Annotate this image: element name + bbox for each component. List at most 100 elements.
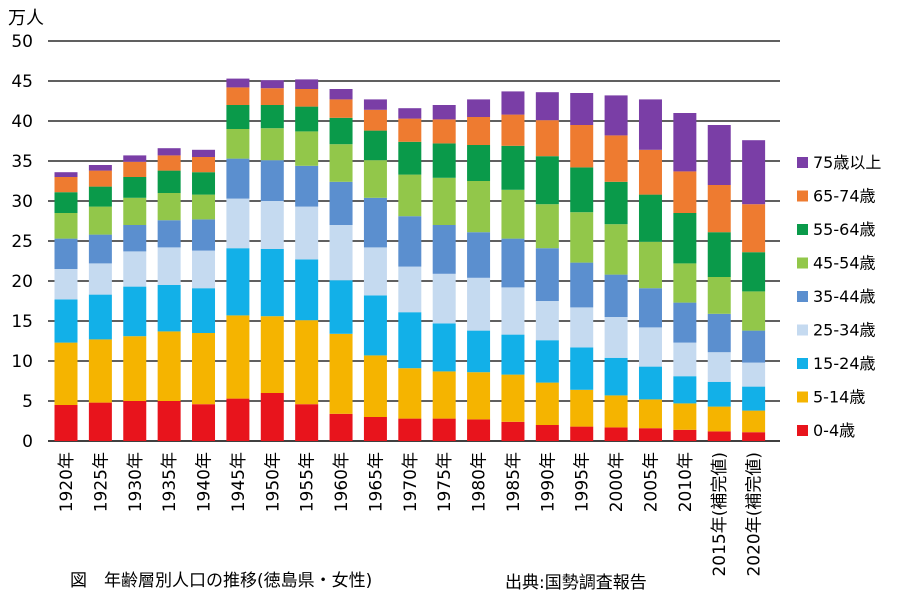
bar-segment — [123, 155, 147, 162]
bar-segment — [157, 148, 181, 156]
bar-segment — [329, 280, 353, 334]
bar-segment — [638, 194, 662, 242]
x-tick-label: 1940年 — [195, 452, 215, 512]
bar-segment — [88, 339, 112, 403]
x-tick-label: 2015年(補完値) — [710, 452, 730, 577]
x-tick-label: 1955年 — [298, 452, 318, 512]
bar-segment — [329, 99, 353, 118]
bar-segment — [157, 247, 181, 285]
bar-segment — [501, 238, 525, 288]
bar-segment — [432, 323, 456, 372]
y-tick-label: 45 — [11, 72, 33, 92]
bar-segment — [501, 114, 525, 146]
x-tick-label: 1935年 — [160, 452, 180, 512]
bar-segment — [432, 105, 456, 120]
bar-segment — [88, 402, 112, 441]
legend-label: 45-54歳 — [813, 254, 876, 273]
x-tick-label: 1930年 — [126, 452, 146, 512]
bar-segment — [329, 181, 353, 225]
bar-segment — [398, 108, 422, 119]
bar-segment — [535, 156, 559, 205]
bar-segment — [88, 294, 112, 340]
bar-segment — [54, 213, 78, 239]
x-tick-label: 1920年 — [57, 452, 77, 512]
bar-segment — [535, 92, 559, 121]
bar-segment — [707, 431, 731, 441]
figure-caption: 図 年齢層別人口の推移(徳島県・女性) — [70, 571, 373, 591]
legend: 75歳以上 65-74歳 55-64歳 45-54歳 35-44歳 25-34歳 15-24… — [797, 153, 881, 440]
bar-segment — [638, 366, 662, 400]
bar-segment — [432, 225, 456, 274]
x-tick-label: 1995年 — [573, 452, 593, 512]
bar-segment — [398, 418, 422, 441]
x-tick-label: 1990年 — [538, 452, 558, 512]
bar-segment — [123, 225, 147, 252]
bar-segment — [604, 317, 628, 358]
bar-segment — [467, 99, 491, 117]
bar-segment — [295, 106, 319, 132]
bar-segment — [570, 347, 594, 390]
bar-segment — [157, 170, 181, 193]
bar-segment — [638, 327, 662, 367]
bar-segment — [638, 241, 662, 289]
bar-segment — [432, 119, 456, 144]
bar-segment — [54, 269, 78, 300]
x-tick-label: 1925年 — [91, 452, 111, 512]
x-tick-label: 2020年(補完値) — [745, 452, 765, 577]
bar-segment — [707, 125, 731, 185]
bar-segment — [398, 266, 422, 313]
bar-segment — [260, 80, 284, 89]
bar-segment — [157, 285, 181, 332]
bar-segment — [467, 277, 491, 331]
bar-segment — [363, 247, 387, 296]
bar-segment — [54, 342, 78, 405]
bar-segment — [157, 220, 181, 248]
legend-label: 15-24歳 — [813, 354, 876, 373]
x-tick-label: 1965年 — [366, 452, 386, 512]
bar-segment — [398, 118, 422, 142]
y-tick-label: 0 — [22, 432, 33, 452]
bar-segment — [707, 313, 731, 353]
legend-swatch — [797, 291, 808, 302]
bar-segment — [123, 336, 147, 401]
bar-segment — [604, 274, 628, 317]
bar-segment — [329, 225, 353, 281]
x-tick-label: 1950年 — [263, 452, 283, 512]
bar-segment — [226, 198, 250, 249]
bar-segment — [707, 352, 731, 382]
bar-segment — [570, 262, 594, 308]
bar-segment — [260, 88, 284, 105]
bar-segment — [673, 263, 697, 303]
bar-segment — [88, 186, 112, 207]
source-note: 出典:国勢調査報告 — [505, 573, 647, 593]
bar-segment — [535, 204, 559, 249]
bar-segment — [260, 201, 284, 249]
bar-segment — [707, 381, 731, 407]
bar-segment — [707, 406, 731, 432]
bar-segment — [707, 185, 731, 233]
bar-segment — [295, 165, 319, 207]
bar-segment — [501, 145, 525, 190]
bar-segment — [329, 117, 353, 145]
x-tick-label: 1970年 — [401, 452, 421, 512]
bar-segment — [742, 432, 766, 441]
bar-segment — [363, 355, 387, 417]
bar-segment — [363, 295, 387, 356]
bar-segment — [295, 320, 319, 405]
bar-segment — [226, 105, 250, 129]
legend-swatch — [797, 257, 808, 269]
bar-segment — [673, 213, 697, 264]
legend-swatch — [797, 324, 808, 336]
bar-segment — [535, 248, 559, 301]
y-tick-label: 10 — [11, 352, 33, 372]
bar-segment — [226, 248, 250, 316]
legend-label: 0-4歳 — [813, 421, 855, 440]
x-tick-label: 2000年 — [607, 452, 627, 512]
bar-segment — [742, 362, 766, 387]
bar-segment — [54, 238, 78, 269]
legend-label: 25-34歳 — [813, 321, 876, 340]
bar-segment — [742, 410, 766, 433]
legend-swatch — [797, 391, 808, 403]
bar-segment — [398, 174, 422, 217]
bar-segment — [570, 389, 594, 427]
